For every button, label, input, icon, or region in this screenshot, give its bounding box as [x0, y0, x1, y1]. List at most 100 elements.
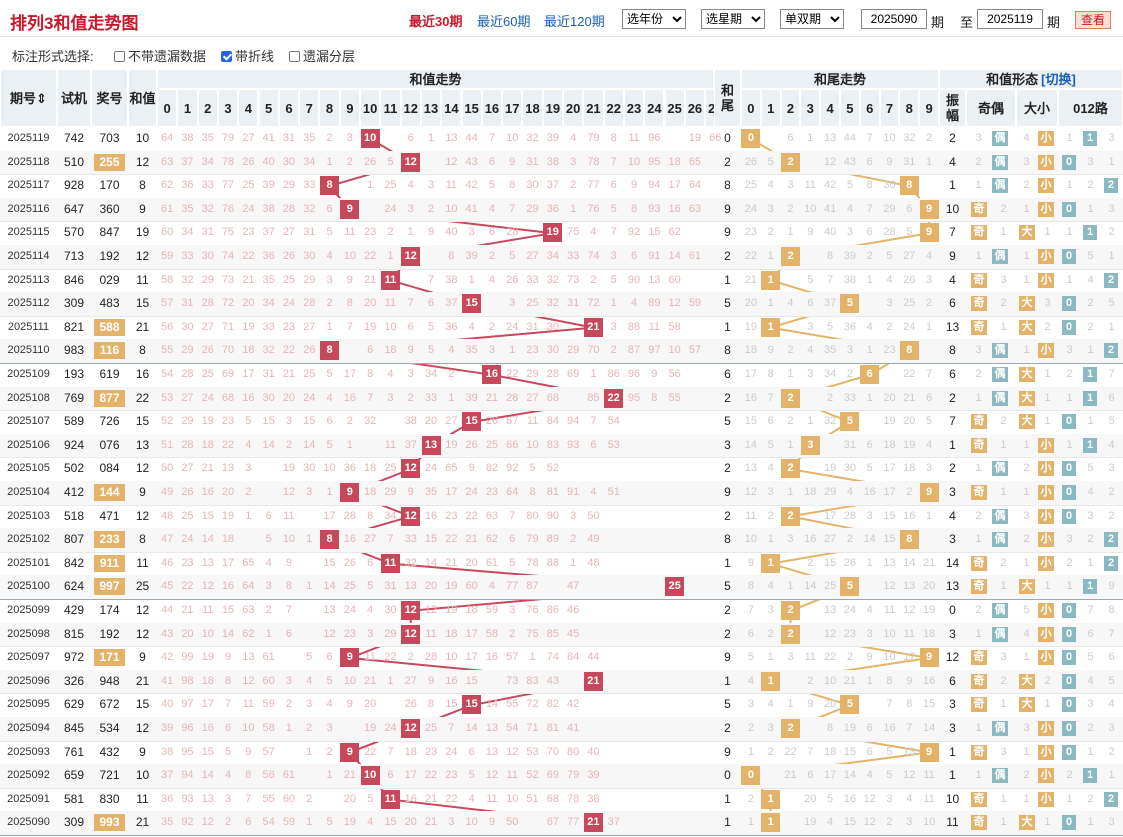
sum-cell: 11	[136, 791, 149, 806]
sum-miss-cell: 23	[221, 415, 235, 428]
issue-cell: 2025114	[7, 250, 50, 262]
sum-miss-cell: 6	[488, 226, 495, 239]
sum-miss-cell: 58	[262, 722, 275, 734]
view-button[interactable]: 查看	[1075, 11, 1111, 29]
sum-col-header: 24	[644, 89, 665, 127]
tail-miss-cell: 2	[787, 415, 794, 428]
sum-miss-cell: 7	[245, 792, 252, 805]
sum-miss-cell	[685, 599, 705, 622]
sum-miss-cell: 24	[282, 297, 296, 310]
checkbox-no-miss[interactable]	[114, 51, 125, 62]
sum-miss-cell: 42	[161, 651, 174, 664]
tail-miss-cell	[761, 764, 781, 787]
road-miss: 2	[1066, 769, 1073, 782]
recent-30-link[interactable]: 最近30期	[409, 14, 463, 29]
from-issue-input[interactable]	[861, 9, 927, 29]
sum-miss-cell: 1	[387, 250, 394, 262]
sum-col-header: 10	[360, 89, 381, 127]
amp-cell: 3	[949, 626, 956, 641]
sum-miss-cell: 20	[364, 297, 377, 310]
sum-miss-cell: 4	[367, 816, 374, 829]
road-miss: 4	[1087, 486, 1094, 498]
recent-120-link[interactable]: 最近120期	[544, 14, 605, 29]
sum-miss-cell: 97	[648, 344, 661, 357]
sum-miss-cell: 35	[161, 816, 174, 829]
recent-60-link[interactable]: 最近60期	[477, 14, 531, 29]
sum-miss-cell: 5	[387, 155, 394, 168]
tail-cell: 6	[724, 367, 731, 381]
sum-miss-cell: 33	[201, 179, 214, 192]
sum-miss-cell: 5	[610, 273, 617, 286]
sum-miss-cell: 1	[346, 438, 353, 451]
sum-col-header: 11	[380, 89, 401, 127]
tail-miss-cell: 10	[922, 816, 936, 829]
tail-miss-cell: 5	[747, 651, 754, 664]
small-tag: 小	[1038, 461, 1054, 477]
sum-miss-cell: 23	[424, 745, 438, 758]
tail-miss-cell: 1	[807, 415, 814, 428]
sum-miss-cell: 18	[668, 155, 681, 168]
sum-miss-cell: 33	[567, 250, 580, 262]
amp-cell: 10	[945, 201, 960, 216]
road-tag: 0	[1062, 485, 1076, 500]
sum-cell: 15	[135, 697, 150, 712]
sum-miss-cell	[624, 457, 644, 480]
tail-miss-cell: 12	[863, 792, 876, 805]
sum-col-header: 0	[157, 89, 178, 127]
sum-miss-cell	[279, 646, 299, 669]
sum-miss-cell: 21	[424, 816, 438, 829]
sum-miss-cell: 34	[384, 509, 397, 522]
odd-miss: 2	[975, 155, 982, 168]
switch-link[interactable]: [切换]	[1041, 71, 1076, 87]
sum-miss-cell: 6	[488, 155, 495, 168]
sum-miss-cell: 25	[181, 509, 194, 522]
tail-miss-cell: 2	[886, 816, 893, 829]
small-tag: 小	[1038, 721, 1054, 736]
checkbox-layered[interactable]	[289, 51, 300, 62]
tail-miss-cell: 18	[903, 462, 916, 475]
option-polyline[interactable]: 带折线	[221, 46, 274, 65]
issue-header[interactable]: 期号⇕	[0, 69, 57, 127]
sum-miss-cell	[624, 693, 644, 716]
sum-miss-cell	[522, 221, 542, 244]
sum-miss-cell: 20	[343, 792, 356, 805]
tail-cell: 1	[724, 272, 731, 287]
road-miss: 3	[1066, 533, 1073, 546]
sum-miss-cell: 26	[404, 698, 417, 711]
tail-miss-cell: 41	[823, 202, 837, 215]
sum-miss-cell: 68	[546, 792, 559, 805]
road-miss: 1	[1066, 792, 1073, 805]
sum-miss-cell: 78	[587, 155, 600, 168]
tail-miss-cell: 9	[886, 155, 893, 168]
sum-miss-cell: 95	[627, 391, 641, 404]
sum-miss-cell: 49	[161, 486, 174, 498]
to-issue-input[interactable]	[977, 9, 1043, 29]
parity-select[interactable]: 单双期	[780, 9, 844, 29]
sum-miss-cell: 22	[221, 438, 235, 451]
sum-miss-cell: 38	[445, 273, 458, 286]
tail-miss-cell: 20	[744, 297, 758, 310]
sum-miss-cell: 37	[546, 179, 559, 192]
tail-miss-cell: 10	[883, 627, 896, 640]
sum-miss-cell: 9	[346, 273, 353, 286]
sum-miss-cell: 4	[468, 792, 475, 805]
sum-miss-cell: 14	[485, 698, 499, 711]
checkbox-polyline[interactable]	[221, 51, 232, 62]
option-no-miss[interactable]: 不带遗漏数据	[114, 46, 206, 65]
tail-miss-cell: 30	[883, 179, 896, 192]
issue-cell: 2025093	[7, 745, 50, 758]
option-layered[interactable]: 遗漏分层	[289, 46, 355, 65]
sum-miss-cell: 29	[201, 273, 214, 286]
prize-cell: 726	[99, 414, 120, 429]
road-tag: 0	[1062, 697, 1076, 713]
odd-tag: 奇	[971, 673, 987, 689]
sum-miss-cell: 2	[346, 415, 353, 428]
tail-miss-cell: 12	[883, 580, 896, 593]
year-select[interactable]: 选年份	[622, 9, 686, 29]
tail-miss-cell: 25	[903, 297, 916, 310]
sum-miss-cell	[665, 788, 685, 811]
sum-miss-cell: 22	[465, 509, 478, 522]
sum-miss-cell: 13	[242, 651, 255, 664]
week-select[interactable]: 选星期	[701, 9, 765, 29]
sum-miss-cell	[685, 387, 705, 410]
